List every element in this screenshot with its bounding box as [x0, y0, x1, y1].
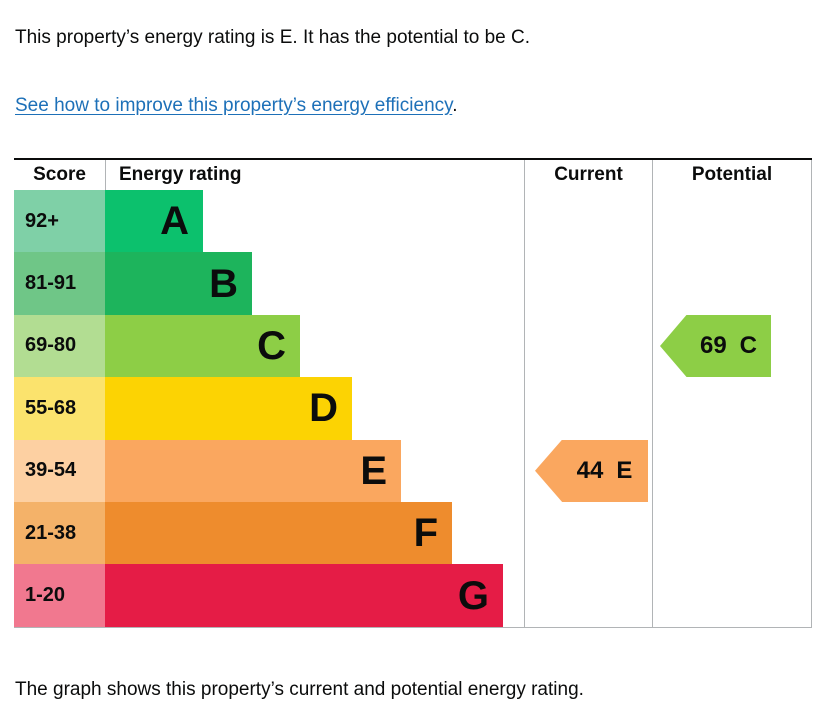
potential-cell-d — [652, 377, 812, 440]
chart-header-row: Score Energy rating Current Potential — [14, 160, 812, 190]
potential-cell-f — [652, 501, 812, 565]
score-range-g: 1-20 — [14, 564, 105, 627]
band-bar-f: F — [105, 501, 452, 565]
energy-rating-chart: Score Energy rating Current Potential 92… — [14, 158, 812, 628]
potential-cell-b — [652, 252, 812, 315]
rating-cell-b: B — [105, 252, 524, 315]
graph-description-text: The graph shows this property’s current … — [15, 679, 584, 700]
score-range-d: 55-68 — [14, 377, 105, 440]
score-range-a: 92+ — [14, 190, 105, 253]
rating-cell-d: D — [105, 377, 524, 440]
potential-cell-e — [652, 439, 812, 502]
score-range-c: 69-80 — [14, 314, 105, 378]
current-cell-g — [524, 564, 652, 627]
band-bar-a: A — [105, 190, 203, 253]
link-period: . — [452, 95, 458, 116]
rating-cell-a: A — [105, 190, 524, 253]
current-cell-b — [524, 252, 652, 315]
score-range-b: 81-91 — [14, 252, 105, 315]
header-energy-rating: Energy rating — [105, 160, 524, 190]
potential-rating-arrow: 69 C — [660, 314, 771, 378]
current-score-value: 44 — [576, 456, 604, 484]
band-row-d: 55-68 D — [14, 377, 812, 440]
band-bar-g: G — [105, 564, 503, 627]
score-range-f: 21-38 — [14, 501, 105, 565]
potential-cell-a — [652, 190, 812, 253]
current-cell-c — [524, 314, 652, 378]
band-row-g: 1-20 G — [14, 564, 812, 627]
current-cell-d — [524, 377, 652, 440]
rating-cell-f: F — [105, 501, 524, 565]
potential-score-value: 69 — [699, 331, 727, 359]
band-bar-c: C — [105, 314, 300, 378]
current-cell-a — [524, 190, 652, 253]
current-cell-e: 44 E — [524, 439, 652, 502]
score-range-e: 39-54 — [14, 439, 105, 502]
rating-cell-e: E — [105, 439, 524, 502]
band-bar-b: B — [105, 252, 252, 315]
band-bar-d: D — [105, 377, 352, 440]
potential-rating-letter: C — [739, 331, 758, 359]
potential-cell-g — [652, 564, 812, 627]
current-cell-f — [524, 501, 652, 565]
improve-link-line: See how to improve this property’s energ… — [15, 93, 458, 118]
rating-cell-c: C — [105, 314, 524, 378]
band-row-f: 21-38 F — [14, 501, 812, 565]
band-row-a: 92+ A — [14, 190, 812, 253]
improve-efficiency-link[interactable]: See how to improve this property’s energ… — [15, 95, 453, 116]
current-rating-letter: E — [616, 456, 633, 484]
header-score: Score — [33, 164, 86, 185]
rating-summary-text: This property’s energy rating is E. It h… — [15, 27, 531, 48]
band-bar-e: E — [105, 439, 401, 502]
header-potential: Potential — [652, 160, 812, 190]
potential-cell-c: 69 C — [652, 314, 812, 378]
header-current: Current — [524, 160, 652, 190]
band-row-e: 39-54 E 44 E — [14, 439, 812, 502]
band-row-b: 81-91 B — [14, 252, 812, 315]
band-row-c: 69-80 C 69 C — [14, 314, 812, 378]
current-rating-arrow: 44 E — [535, 439, 648, 502]
rating-cell-g: G — [105, 564, 524, 627]
